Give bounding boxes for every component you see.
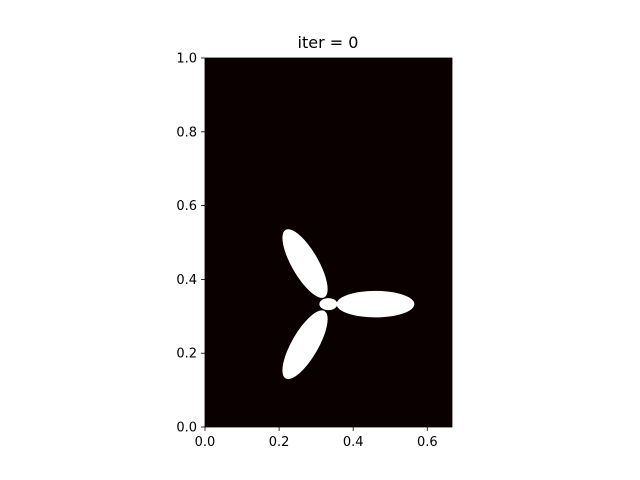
propeller-shape [282, 229, 415, 380]
image-background [205, 58, 452, 427]
x-tick-label: 0.4 [343, 435, 364, 450]
y-tick-label: 0.0 [176, 421, 197, 436]
x-tick-label: 0.0 [195, 435, 216, 450]
propeller-blade-1 [336, 290, 415, 318]
propeller-blade-2 [282, 229, 328, 298]
y-tick-label: 0.2 [176, 347, 197, 362]
y-tick-label: 1.0 [176, 52, 197, 67]
x-tick-label: 0.6 [417, 435, 438, 450]
x-tick-label: 0.2 [269, 435, 290, 450]
y-tick-label: 0.4 [176, 273, 197, 288]
propeller-hub [319, 298, 338, 311]
y-tick-label: 0.6 [176, 199, 197, 214]
y-tick-label: 0.8 [176, 125, 197, 140]
chart-title: iter = 0 [298, 33, 359, 52]
axes-frame [204, 57, 453, 428]
propeller-blade-3 [282, 310, 328, 380]
y-axis: 0.0 0.2 0.4 0.6 0.8 1.0 [176, 52, 205, 436]
plot-area [204, 57, 453, 428]
x-axis: 0.0 0.2 0.4 0.6 [195, 427, 438, 450]
